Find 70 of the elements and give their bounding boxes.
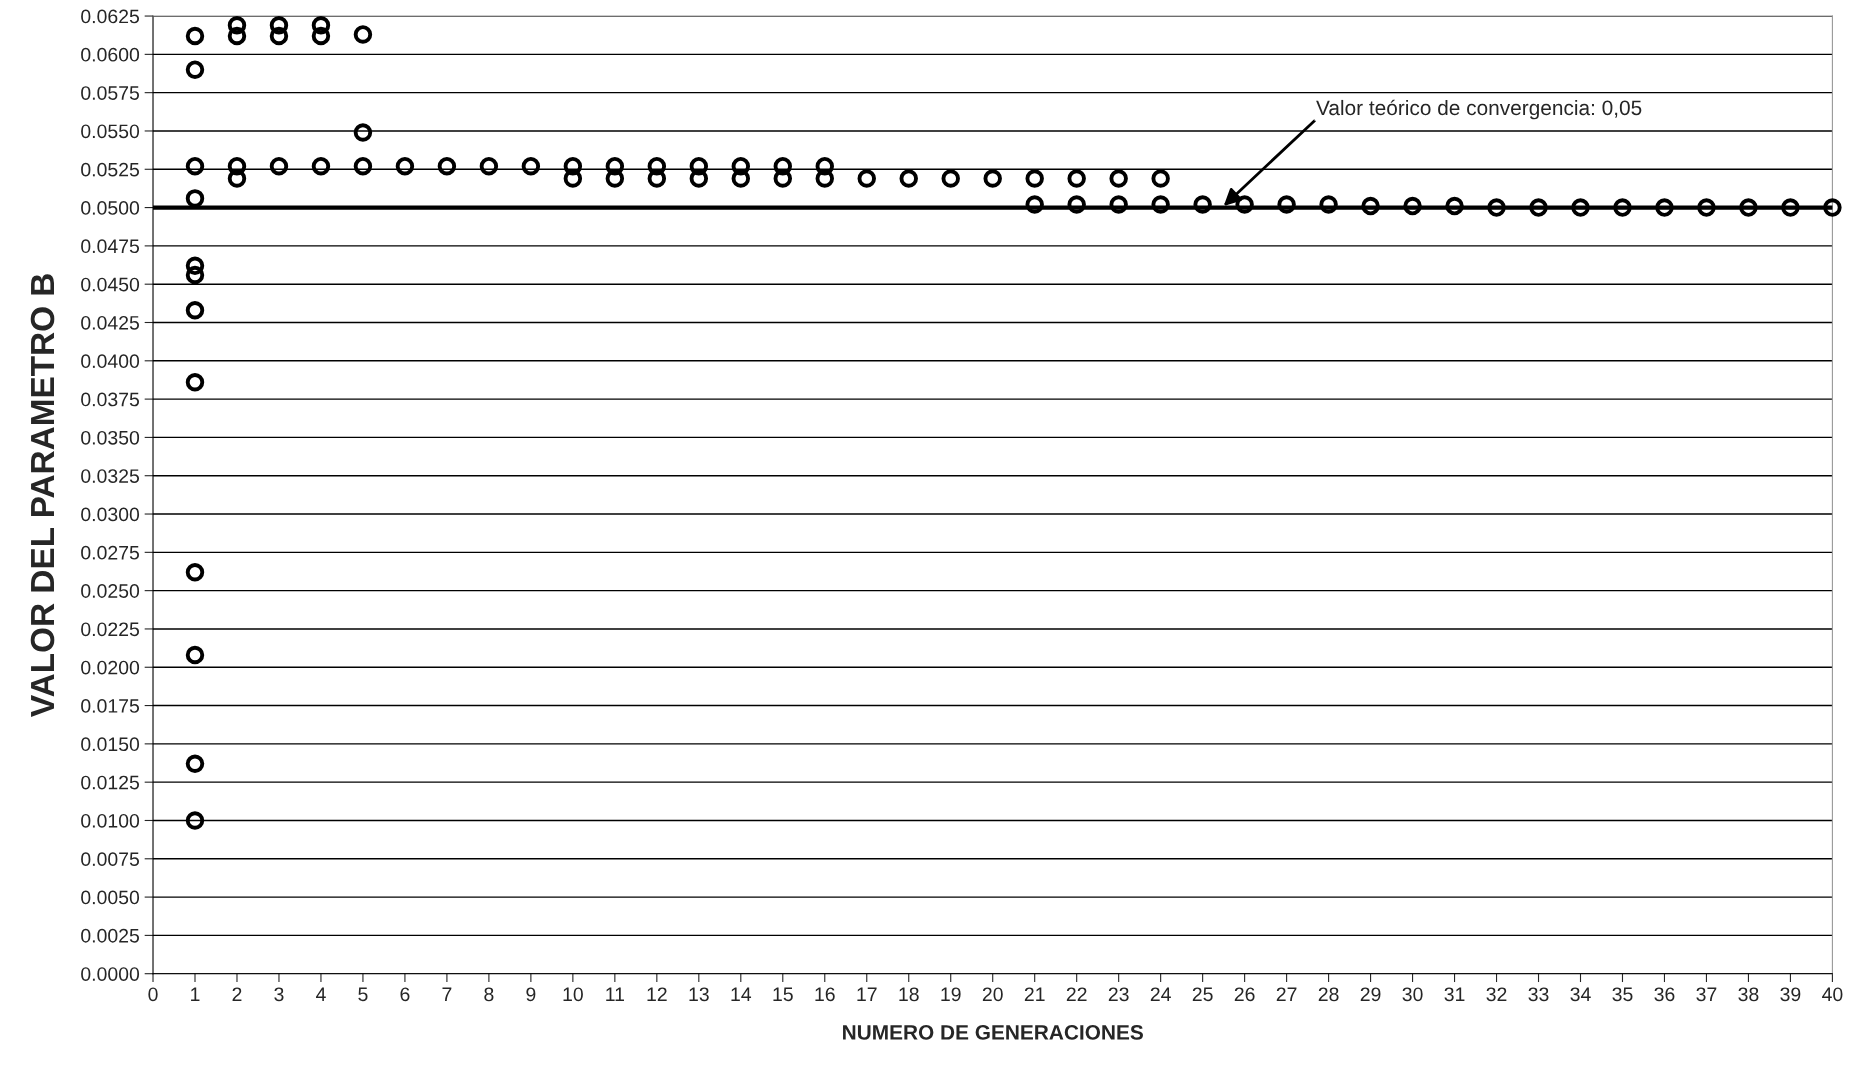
x-tick-label: 16 [815, 987, 835, 1002]
y-tick-label: 0.0200 [81, 660, 140, 675]
x-tick-label: 28 [1318, 987, 1339, 1002]
x-tick-label: 34 [1570, 987, 1591, 1002]
y-tick-label: 0.0600 [81, 47, 140, 62]
x-tick-label: 9 [526, 987, 536, 1002]
y-tick-label: 0.0175 [81, 699, 140, 713]
x-tick-label: 37 [1696, 987, 1717, 1002]
x-tick-label: 13 [689, 987, 709, 1002]
x-tick-label: 20 [982, 987, 1003, 1002]
x-tick-label: 31 [1444, 987, 1465, 1002]
x-tick-label: 18 [899, 987, 919, 1002]
x-tick-label: 2 [232, 987, 242, 1001]
x-tick-label: 27 [1276, 987, 1297, 1001]
x-tick-label: 24 [1150, 987, 1171, 1001]
y-tick-label: 0.0100 [81, 813, 140, 828]
annotation: Valor teórico de convergencia: 0,05 [1316, 99, 1642, 120]
x-tick-label: 26 [1234, 987, 1255, 1002]
y-axis-title: VALOR DEL PARAMETRO B [30, 274, 55, 717]
y-tick-label: 0.0250 [81, 584, 140, 598]
x-tick-label: 11 [606, 987, 624, 1001]
y-tick-label: 0.0425 [81, 315, 140, 330]
y-tick-label: 0.0000 [81, 967, 140, 981]
y-tick-label: 0.0575 [81, 86, 140, 100]
y-tick-label: 0.0050 [81, 890, 140, 905]
x-tick-label: 23 [1108, 987, 1129, 1002]
x-tick-label: 30 [1402, 987, 1423, 1002]
x-tick-label: 12 [647, 987, 667, 1001]
y-tick-label: 0.0275 [81, 545, 140, 560]
y-tick-label: 0.0500 [81, 201, 140, 215]
x-tick-label: 36 [1654, 987, 1675, 1002]
y-tick-label: 0.0550 [81, 124, 140, 139]
x-tick-label: 8 [484, 987, 494, 1002]
y-tick-label: 0.0625 [81, 9, 140, 24]
x-tick-label: 6 [400, 987, 410, 1002]
y-tick-label: 0.0225 [81, 622, 140, 637]
x-tick-label: 3 [274, 987, 284, 1002]
y-tick-label: 0.0025 [81, 928, 140, 943]
x-tick-label: 1 [191, 987, 200, 1001]
x-tick-label: 14 [731, 987, 752, 1001]
y-tick-label: 0.0450 [81, 277, 140, 292]
x-tick-label: 25 [1192, 987, 1213, 1002]
y-tick-label: 0.0150 [81, 737, 140, 752]
x-tick-label: 29 [1360, 987, 1381, 1002]
x-tick-label: 22 [1066, 987, 1087, 1001]
y-tick-label: 0.0475 [81, 239, 140, 254]
x-tick-label: 39 [1780, 987, 1801, 1002]
x-tick-label: 38 [1738, 987, 1759, 1002]
x-tick-label: 21 [1024, 987, 1045, 1001]
x-tick-label: 33 [1528, 987, 1549, 1002]
x-tick-label: 32 [1486, 987, 1507, 1002]
x-tick-label: 10 [563, 987, 583, 1002]
x-tick-label: 19 [941, 987, 961, 1002]
x-tick-label: 7 [442, 987, 452, 1001]
y-tick-label: 0.0525 [81, 162, 140, 177]
y-tick-label: 0.0300 [81, 507, 140, 522]
x-tick-label: 4 [315, 987, 326, 1001]
y-tick-label: 0.0350 [81, 430, 140, 445]
x-axis-title: NUMERO DE GENERACIONES [843, 1025, 1143, 1040]
y-tick-label: 0.0375 [81, 392, 140, 407]
y-tick-label: 0.0325 [81, 469, 140, 483]
x-tick-label: 0 [148, 987, 158, 1002]
y-tick-label: 0.0125 [81, 775, 140, 790]
x-tick-label: 35 [1612, 987, 1633, 1002]
x-tick-label: 15 [773, 987, 793, 1002]
x-tick-label: 17 [857, 987, 877, 1001]
y-tick-label: 0.0400 [81, 354, 140, 369]
x-tick-label: 5 [358, 987, 368, 1002]
y-tick-label: 0.0075 [81, 852, 140, 867]
x-tick-label: 40 [1822, 987, 1843, 1002]
